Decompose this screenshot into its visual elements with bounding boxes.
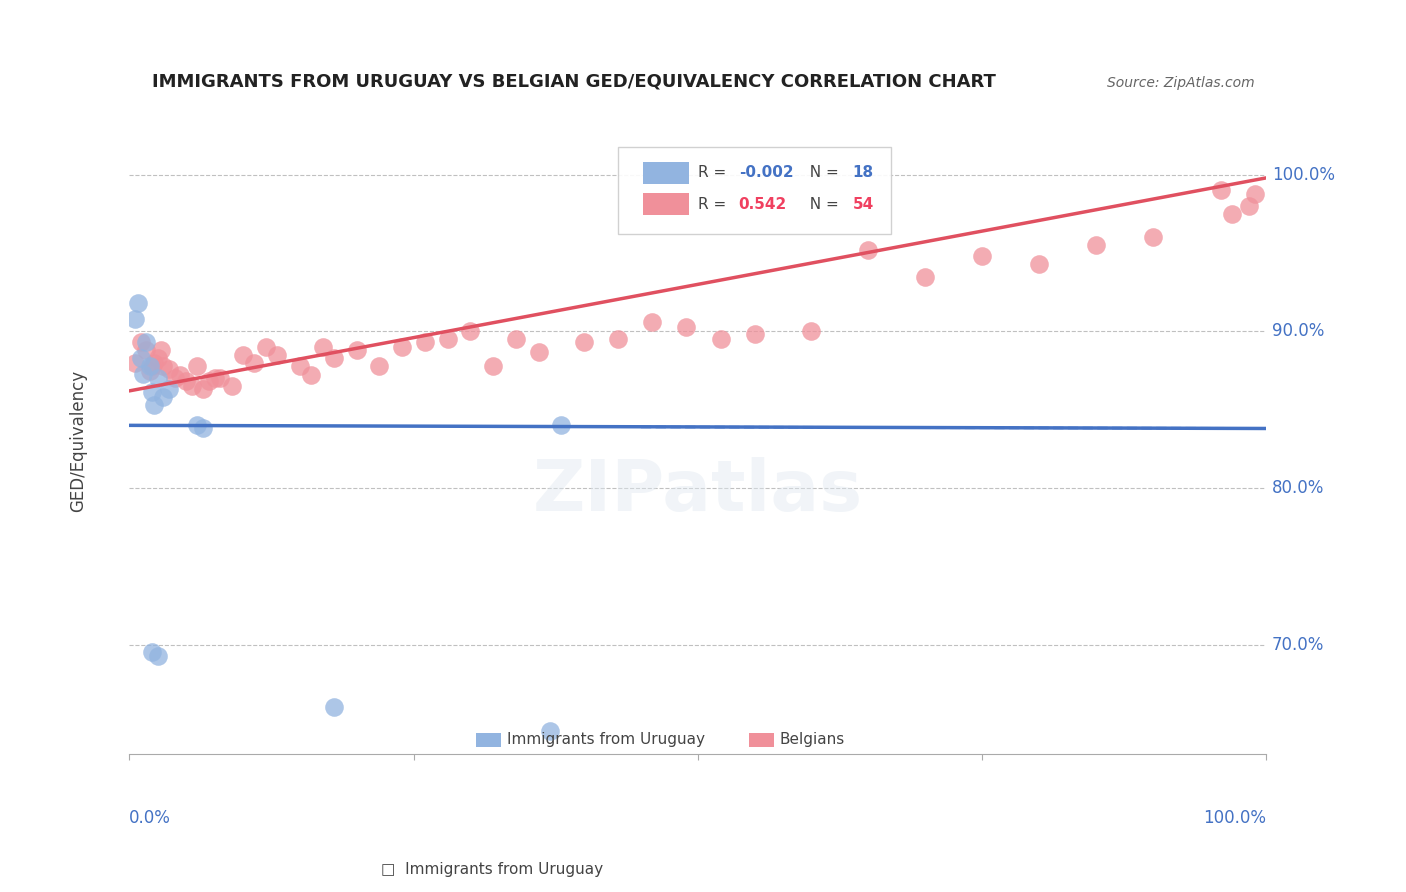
Point <box>143 398 166 412</box>
Point <box>482 359 505 373</box>
Point <box>135 335 157 350</box>
Point <box>1220 207 1243 221</box>
Point <box>266 348 288 362</box>
Point <box>914 269 936 284</box>
Point <box>198 375 221 389</box>
Point <box>143 356 166 370</box>
Point <box>538 723 561 738</box>
Point <box>970 249 993 263</box>
Point <box>124 311 146 326</box>
FancyBboxPatch shape <box>619 146 891 235</box>
Point <box>146 371 169 385</box>
Point <box>139 359 162 373</box>
Point <box>709 332 731 346</box>
Text: N =: N = <box>800 196 844 211</box>
Point <box>858 243 880 257</box>
Point <box>232 348 254 362</box>
Point <box>163 371 186 385</box>
Point <box>141 359 163 373</box>
Point <box>1244 186 1267 201</box>
Point <box>675 319 697 334</box>
Point <box>124 356 146 370</box>
Point <box>129 351 152 365</box>
Text: 54: 54 <box>852 196 873 211</box>
Point <box>243 356 266 370</box>
Point <box>139 363 162 377</box>
Text: □  Immigrants from Uruguay: □ Immigrants from Uruguay <box>381 863 603 877</box>
Point <box>436 332 458 346</box>
Point <box>169 368 191 383</box>
Text: R =: R = <box>697 196 731 211</box>
Point <box>157 382 180 396</box>
Point <box>323 700 346 714</box>
Text: IMMIGRANTS FROM URUGUAY VS BELGIAN GED/EQUIVALENCY CORRELATION CHART: IMMIGRANTS FROM URUGUAY VS BELGIAN GED/E… <box>152 72 995 90</box>
Point <box>1084 238 1107 252</box>
Text: 90.0%: 90.0% <box>1272 322 1324 341</box>
Point <box>129 335 152 350</box>
Point <box>1209 183 1232 197</box>
Point <box>368 359 391 373</box>
Point <box>152 390 174 404</box>
Point <box>744 327 766 342</box>
Point <box>132 367 155 381</box>
Text: Immigrants from Uruguay: Immigrants from Uruguay <box>506 732 704 747</box>
Point <box>1142 230 1164 244</box>
Point <box>1028 257 1050 271</box>
Point <box>505 332 527 346</box>
Point <box>146 648 169 663</box>
FancyBboxPatch shape <box>643 193 689 216</box>
Point <box>180 379 202 393</box>
Point <box>299 368 322 383</box>
Point <box>193 421 215 435</box>
Point <box>311 340 333 354</box>
Text: 18: 18 <box>852 165 873 180</box>
Point <box>209 371 232 385</box>
Point <box>152 359 174 373</box>
FancyBboxPatch shape <box>643 161 689 184</box>
Text: Source: ZipAtlas.com: Source: ZipAtlas.com <box>1108 76 1256 90</box>
Point <box>127 296 149 310</box>
Point <box>141 385 163 400</box>
Point <box>186 359 208 373</box>
Point <box>527 344 550 359</box>
Point <box>391 340 413 354</box>
Point <box>572 335 595 350</box>
Point <box>800 324 823 338</box>
Text: -0.002: -0.002 <box>738 165 793 180</box>
Point <box>413 335 436 350</box>
Text: ZIPatlas: ZIPatlas <box>533 457 863 525</box>
Point <box>460 324 482 338</box>
FancyBboxPatch shape <box>749 733 773 747</box>
Point <box>550 418 572 433</box>
Point <box>186 418 208 433</box>
Text: 70.0%: 70.0% <box>1272 636 1324 654</box>
Point <box>346 343 368 358</box>
Point <box>288 359 311 373</box>
Text: GED/Equivalency: GED/Equivalency <box>69 370 87 512</box>
Point <box>141 645 163 659</box>
Text: 0.0%: 0.0% <box>129 809 172 827</box>
Point <box>254 340 277 354</box>
Text: 100.0%: 100.0% <box>1204 809 1267 827</box>
Point <box>146 351 169 365</box>
Point <box>174 375 197 389</box>
Point <box>607 332 630 346</box>
Text: 100.0%: 100.0% <box>1272 166 1334 184</box>
Point <box>323 351 346 365</box>
Point <box>221 379 243 393</box>
Text: 80.0%: 80.0% <box>1272 479 1324 497</box>
Point <box>193 382 215 396</box>
Point <box>135 343 157 358</box>
Text: N =: N = <box>800 165 844 180</box>
Point <box>157 362 180 376</box>
Point <box>150 343 173 358</box>
FancyBboxPatch shape <box>477 733 501 747</box>
Text: 0.542: 0.542 <box>738 196 787 211</box>
Text: Belgians: Belgians <box>780 732 845 747</box>
Point <box>204 371 226 385</box>
Point <box>641 315 664 329</box>
Point <box>1239 199 1261 213</box>
Text: R =: R = <box>697 165 731 180</box>
